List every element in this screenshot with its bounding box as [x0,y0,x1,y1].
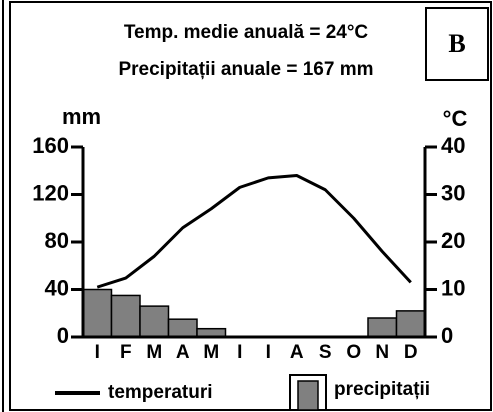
bar [82,288,113,338]
y2-tick-label: 20 [441,228,465,253]
y2-tick-label: 40 [441,133,465,158]
x-tick-label: O [346,342,361,363]
chart-title: Temp. medie anuală = 24°C [124,22,369,43]
y2-tick-label: 10 [441,275,465,300]
bar [139,305,170,338]
y2-tick-label: 30 [441,180,465,205]
x-tick-label: M [146,342,162,363]
label-box [425,7,489,81]
y-tick-label: 120 [32,180,69,205]
x-tick-label: S [319,342,332,363]
x-tick-label: M [203,342,219,363]
chart-subtitle: Precipitații anuale = 167 mm [118,59,373,80]
y-tick-label: 40 [45,275,69,300]
x-tick-label: I [237,342,242,363]
y-tick-label: 80 [45,228,69,253]
x-tick-label: D [404,342,418,363]
annotation: B [448,29,465,58]
frame [9,1,492,411]
x-tick-label: N [375,342,389,363]
y-tick-label: 0 [57,323,69,348]
x-tick-label: I [266,342,271,363]
legend-bar-icon [297,380,319,411]
temperature-line [96,174,412,289]
x-tick-label: A [176,342,190,363]
bar [395,310,426,338]
y2-axis-label: °C [443,106,468,131]
legend-label: temperaturi [108,382,213,403]
y2-tick-label: 0 [441,323,453,348]
y-tick-label: 160 [32,133,69,158]
bar [367,317,398,338]
y-axis-label: mm [62,104,101,129]
x-tick-label: F [120,342,132,363]
legend-label: precipitații [334,379,430,400]
x-tick-label: I [95,342,100,363]
x-tick-label: A [290,342,304,363]
bar [167,318,198,338]
bar [110,294,141,338]
